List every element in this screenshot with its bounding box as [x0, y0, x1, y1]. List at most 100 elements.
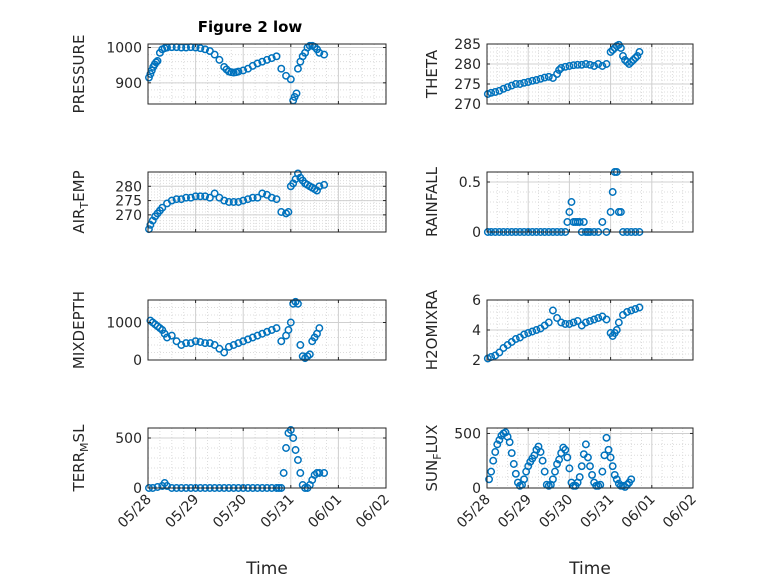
- data-point: [532, 76, 541, 84]
- y-tick-label: 900: [115, 76, 142, 92]
- data-point: [606, 48, 615, 56]
- data-point: [186, 193, 195, 202]
- data-point: [163, 333, 171, 342]
- data-point: [201, 192, 210, 201]
- data-point: [253, 193, 262, 202]
- data-point: [608, 188, 617, 196]
- data-point: [586, 60, 594, 69]
- data-point: [544, 318, 553, 327]
- data-point: [153, 56, 162, 65]
- data-point: [625, 60, 634, 68]
- y-tick-label: 0: [133, 481, 142, 497]
- data-point: [263, 327, 271, 336]
- data-point: [511, 80, 520, 88]
- data-point: [272, 195, 281, 204]
- data-point: [153, 483, 162, 491]
- data-point: [196, 338, 205, 346]
- tick-marks: [147, 172, 387, 232]
- tick-marks: [486, 43, 694, 105]
- y-axis-label: AIRTEMP: [70, 170, 91, 233]
- tick-marks: [147, 300, 387, 361]
- data-point: [258, 57, 267, 66]
- data-point: [248, 193, 257, 202]
- y-tick-label: 2: [472, 353, 481, 369]
- data-point: [239, 66, 248, 75]
- y-tick-label: 270: [115, 208, 142, 224]
- data-point: [284, 208, 293, 216]
- data-point: [201, 339, 210, 348]
- data-point: [586, 462, 594, 471]
- data-point: [158, 203, 167, 212]
- data-point: [210, 189, 219, 198]
- data-point: [286, 75, 295, 84]
- tick-marks: [486, 172, 694, 233]
- data-point: [277, 337, 286, 346]
- data-point: [536, 448, 545, 456]
- data-point: [167, 331, 176, 340]
- data-point: [205, 339, 214, 348]
- data-point: [569, 61, 578, 70]
- data-point: [614, 479, 623, 488]
- data-point: [602, 433, 611, 442]
- data-point: [293, 299, 302, 308]
- y-tick-label: 4: [472, 323, 481, 339]
- data-point: [631, 54, 640, 62]
- data-point: [177, 341, 186, 349]
- minor-grid: [148, 44, 386, 105]
- data-point: [565, 320, 574, 328]
- data-points: [483, 40, 644, 98]
- y-tick-label: 275: [454, 77, 481, 93]
- data-point: [296, 469, 305, 477]
- data-point: [511, 469, 520, 478]
- data-point: [495, 86, 504, 95]
- data-point: [553, 70, 561, 78]
- data-point: [499, 84, 508, 93]
- data-point: [563, 453, 572, 462]
- y-tick-label: 275: [115, 194, 142, 210]
- subplot-5: 0 1000 MIXDEPTH: [70, 291, 387, 369]
- data-point: [315, 48, 324, 57]
- axes-box: [147, 43, 387, 105]
- data-point: [191, 192, 200, 201]
- y-tick-label: 1000: [106, 41, 142, 57]
- data-point: [581, 440, 590, 449]
- data-point: [293, 456, 302, 464]
- data-point: [282, 444, 290, 452]
- data-point: [528, 76, 537, 85]
- data-point: [315, 469, 324, 477]
- tick-marks: [486, 299, 694, 361]
- data-point: [267, 326, 276, 334]
- tick-marks: [147, 44, 387, 104]
- axes-box: [486, 43, 694, 105]
- subplot-6: 2 4 6 H2OMIXRA: [423, 289, 694, 370]
- data-point: [229, 341, 238, 349]
- data-point: [258, 329, 267, 338]
- data-point: [548, 306, 557, 315]
- data-point: [633, 52, 642, 60]
- data-point: [627, 58, 636, 66]
- y-axis-label: H2OMIXRA: [423, 289, 441, 370]
- data-point: [210, 341, 219, 349]
- data-point: [315, 324, 324, 333]
- data-point: [263, 55, 271, 64]
- data-point: [501, 428, 510, 437]
- data-point: [608, 46, 617, 54]
- data-point: [182, 339, 191, 348]
- data-point: [604, 445, 613, 454]
- minor-grid: [148, 427, 386, 489]
- data-points: [145, 169, 329, 234]
- tick-marks: [486, 428, 694, 489]
- y-tick-label: 0.5: [459, 175, 481, 191]
- data-point: [191, 337, 200, 346]
- data-point: [167, 196, 176, 205]
- data-points: [485, 428, 636, 491]
- data-point: [555, 66, 564, 74]
- y-axis-label: SUNFLUX: [423, 425, 444, 492]
- data-point: [234, 198, 243, 206]
- data-point: [551, 467, 559, 476]
- y-tick-label: 500: [454, 426, 481, 442]
- data-point: [487, 88, 496, 97]
- data-point: [495, 436, 504, 444]
- data-point: [602, 315, 611, 324]
